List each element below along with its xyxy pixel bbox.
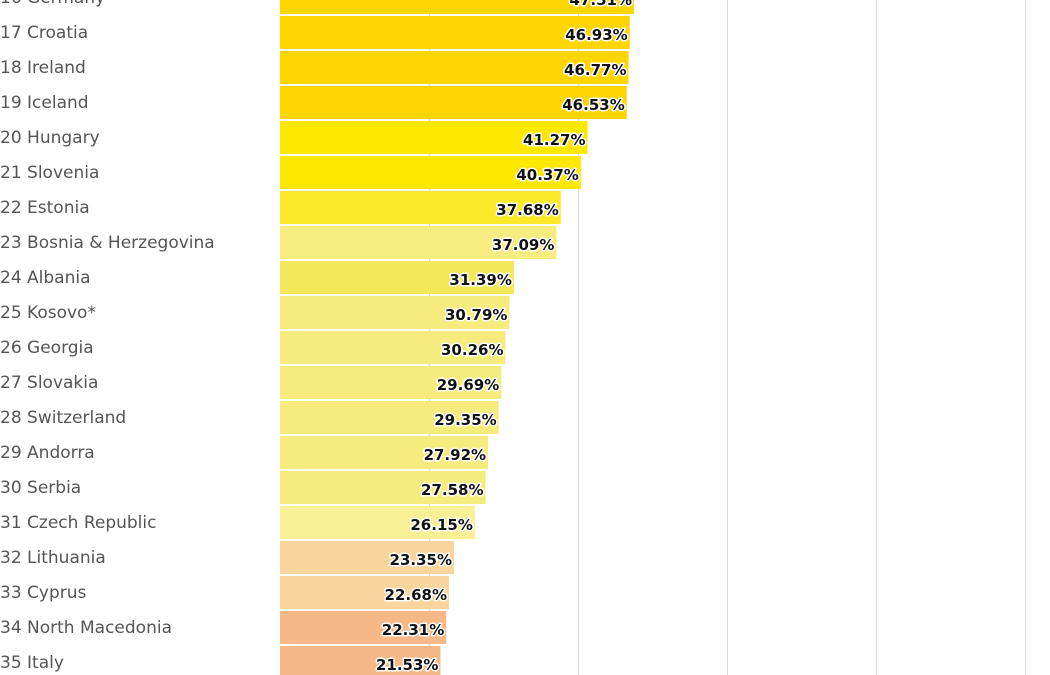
category-label: 22 Estonia [0, 198, 90, 218]
bar [280, 401, 499, 434]
category-label: 33 Cyprus [0, 583, 87, 603]
data-label: 37.68% [496, 201, 558, 219]
data-label: 27.58% [421, 481, 483, 499]
category-label: 19 Iceland [0, 93, 89, 113]
category-label: 23 Bosnia & Herzegovina [0, 233, 215, 253]
data-label: 40.37% [516, 166, 578, 184]
category-label: 24 Albania [0, 268, 91, 288]
bar [280, 331, 506, 364]
data-label: 46.77% [564, 61, 626, 79]
category-label: 20 Hungary [0, 128, 100, 148]
bar [280, 471, 486, 504]
bar [280, 646, 441, 675]
bar [280, 436, 489, 469]
data-label: 23.35% [390, 551, 452, 569]
bar [280, 226, 557, 259]
bar [280, 366, 502, 399]
data-label: 30.79% [445, 306, 507, 324]
bar [280, 261, 514, 294]
category-label: 17 Croatia [0, 23, 88, 43]
bar [280, 191, 561, 224]
bars [280, 0, 635, 675]
category-label: 34 North Macedonia [0, 618, 172, 638]
category-label: 35 Italy [0, 653, 64, 673]
category-label: 31 Czech Republic [0, 513, 156, 533]
data-label: 30.26% [441, 341, 503, 359]
category-label: 18 Ireland [0, 58, 86, 78]
bar [280, 156, 581, 189]
data-label: 26.15% [410, 516, 472, 534]
row-labels: 16 Germany 17 Croatia 18 Ireland 19 Iceland… [0, 0, 215, 673]
bar [280, 541, 455, 574]
bar [280, 121, 588, 154]
bar [280, 0, 635, 14]
category-label: 21 Slovenia [0, 163, 99, 183]
bar [280, 506, 475, 539]
category-label: 25 Kosovo* [0, 303, 96, 323]
data-label: 41.27% [523, 131, 585, 149]
data-label: 46.53% [562, 96, 624, 114]
data-label: 27.92% [424, 446, 486, 464]
category-label: 29 Andorra [0, 443, 95, 463]
bar [280, 576, 450, 609]
category-label: 26 Georgia [0, 338, 94, 358]
data-label: 22.31% [382, 621, 444, 639]
value-labels: 47.51% 46.93% 46.77% 46.53% 41.27% 40.37% 37.6… [374, 0, 633, 675]
category-label: 27 Slovakia [0, 373, 98, 393]
data-label: 21.53% [376, 656, 438, 674]
data-label: 37.09% [492, 236, 554, 254]
data-label: 29.69% [437, 376, 499, 394]
data-label: 31.39% [449, 271, 511, 289]
data-label: 22.68% [385, 586, 447, 604]
bar [280, 611, 447, 644]
data-label: 47.51% [570, 0, 632, 9]
category-label: 30 Serbia [0, 478, 81, 498]
data-label: 46.93% [565, 26, 627, 44]
bar [280, 86, 627, 119]
bar [280, 51, 629, 84]
bar [280, 296, 510, 329]
data-label: 29.35% [434, 411, 496, 429]
category-label: 32 Lithuania [0, 548, 106, 568]
bar [280, 16, 630, 49]
category-label: 16 Germany [0, 0, 105, 8]
category-label: 28 Switzerland [0, 408, 126, 428]
